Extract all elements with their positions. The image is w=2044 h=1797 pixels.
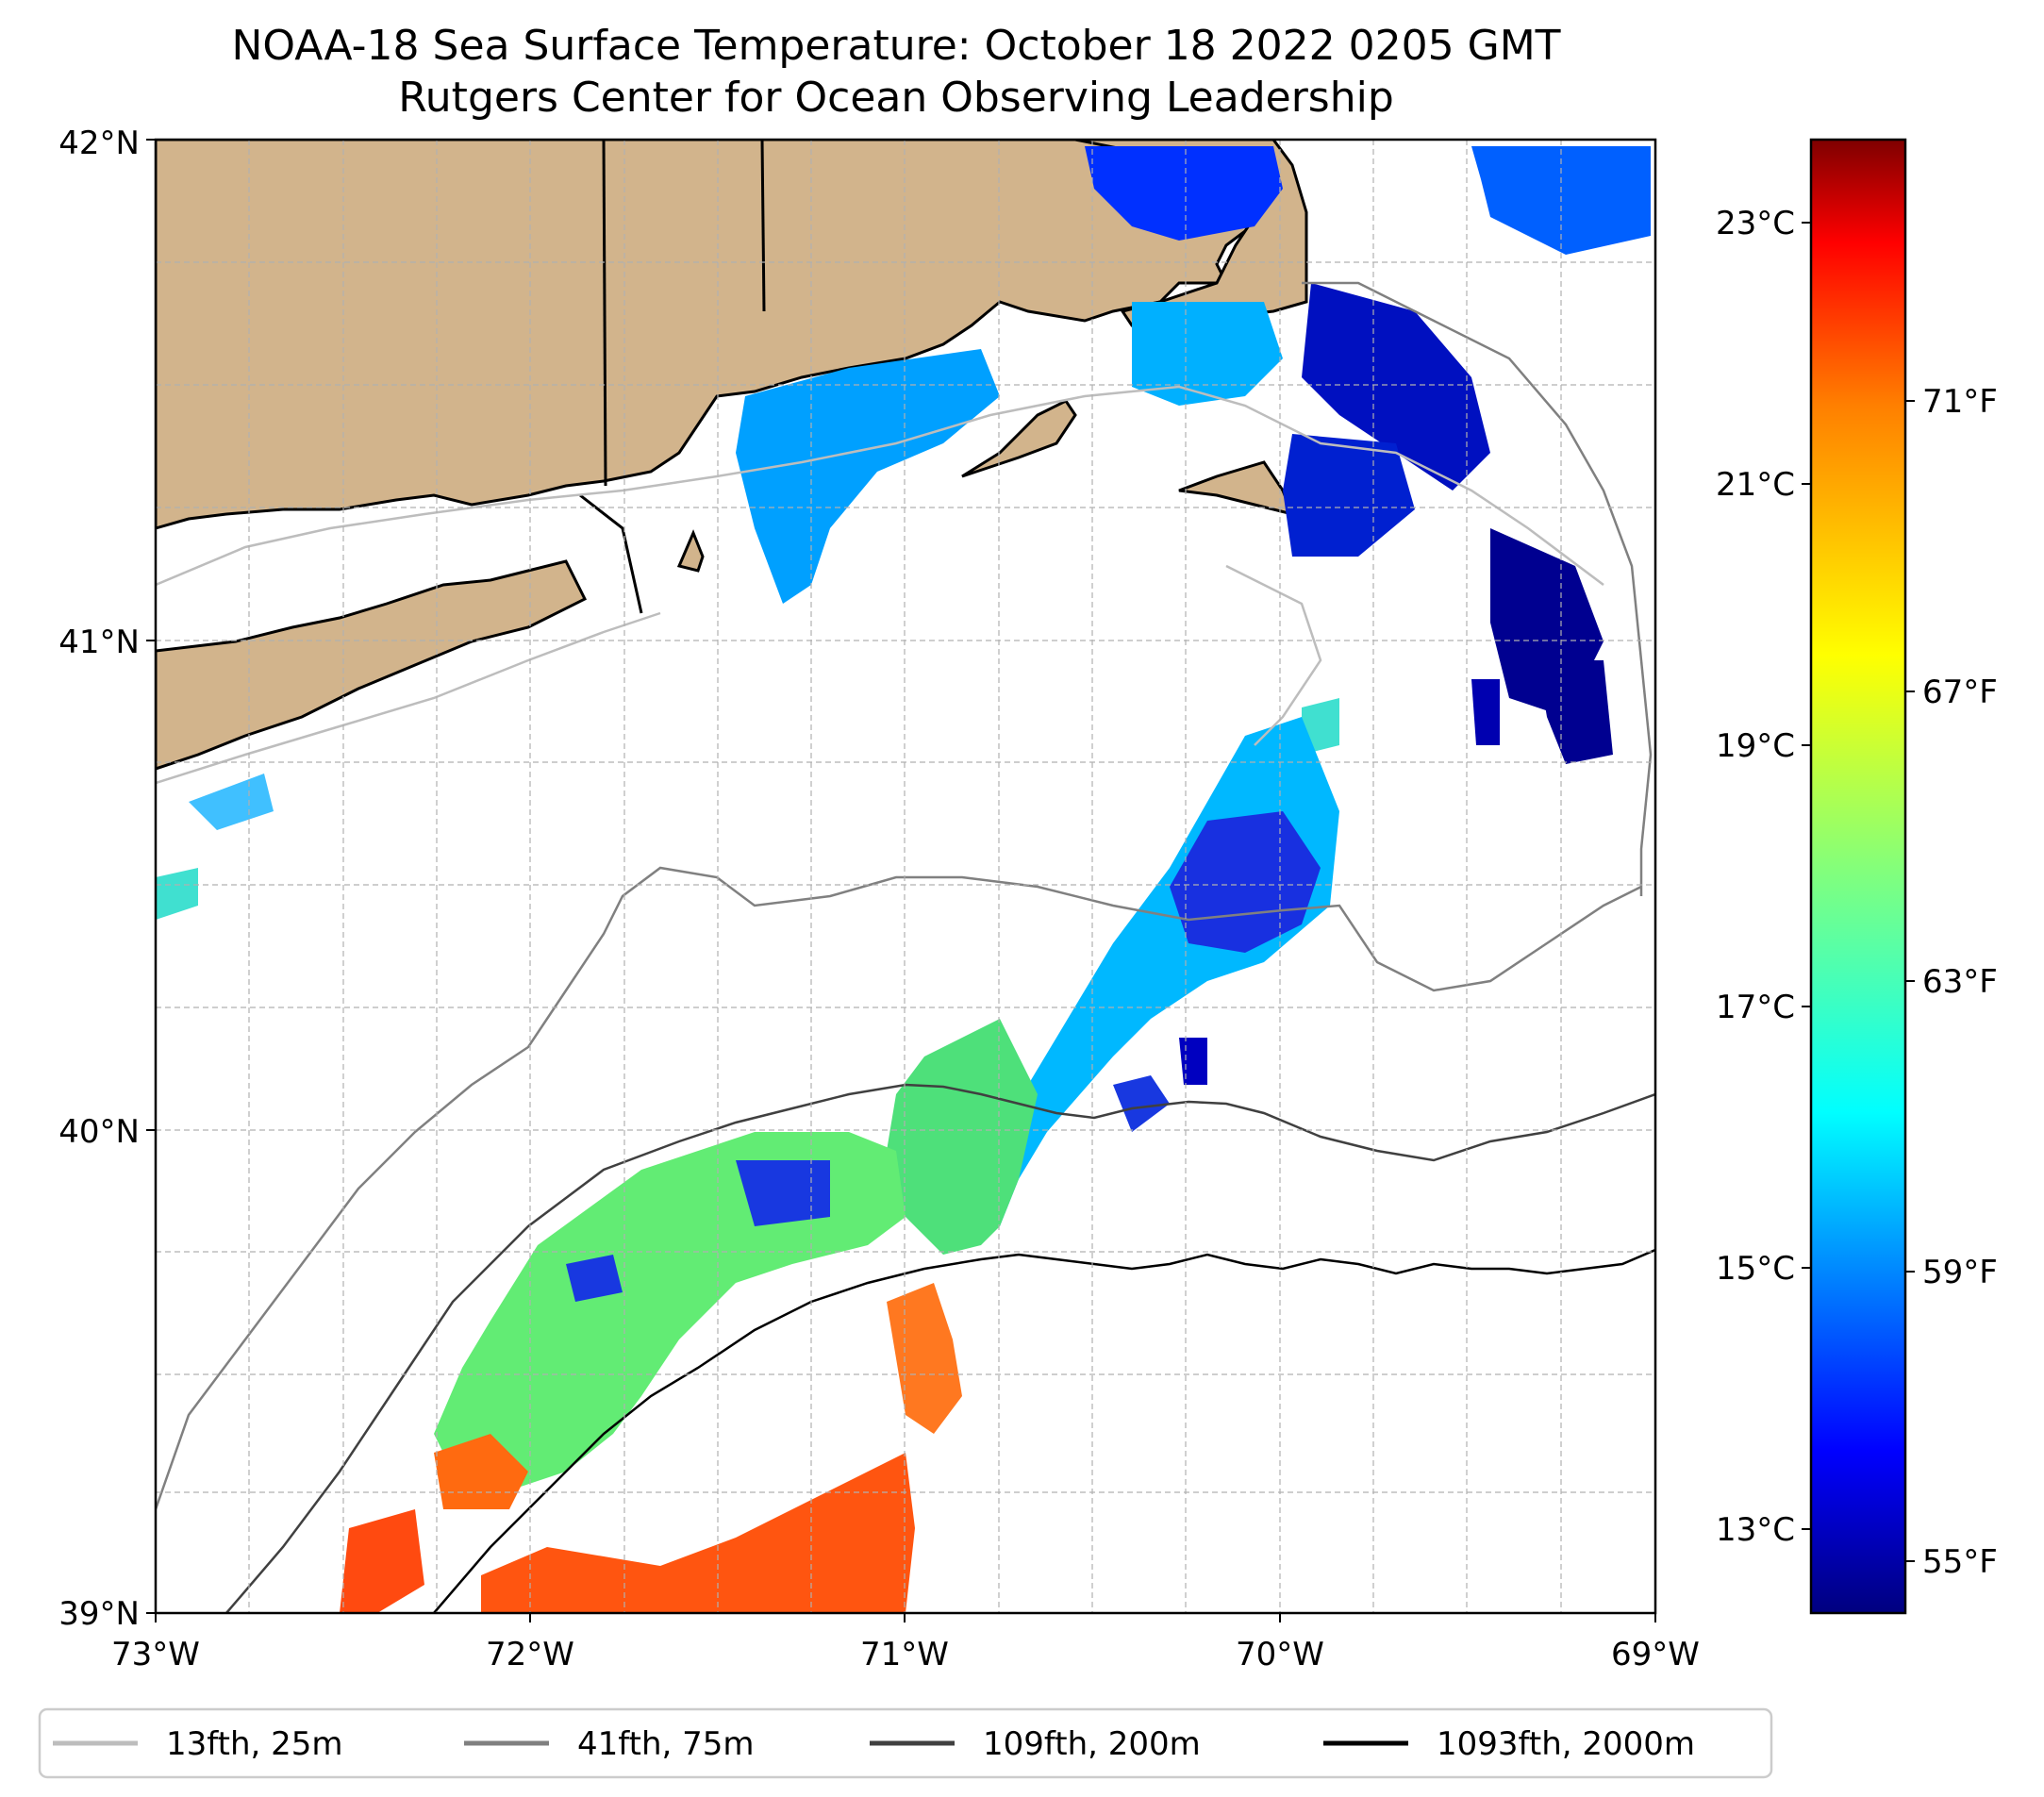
- bathymetry-75m: [156, 281, 1653, 1510]
- legend-label-75m: 41fth, 75m: [577, 1725, 755, 1763]
- cbar-f-59: 59°F: [1922, 1254, 1998, 1291]
- lon-label-69: 69°W: [1611, 1636, 1700, 1673]
- land-long-island: [156, 559, 588, 771]
- cbar-c-19: 19°C: [1716, 727, 1795, 765]
- lon-label-73: 73°W: [111, 1636, 200, 1673]
- cbar-f-67: 67°F: [1922, 674, 1998, 711]
- cbar-c-23: 23°C: [1716, 205, 1795, 242]
- land-marthas-vineyard: [961, 399, 1077, 478]
- cbar-c-17: 17°C: [1716, 989, 1795, 1026]
- map-gridlines: [156, 140, 1655, 1613]
- lon-label-72: 72°W: [486, 1636, 574, 1673]
- lat-label-42: 42°N: [58, 125, 140, 162]
- lat-label-40: 40°N: [58, 1113, 140, 1151]
- lat-label-39: 39°N: [58, 1595, 140, 1633]
- legend-label-2000m: 1093fth, 2000m: [1437, 1725, 1695, 1763]
- cbar-f-55: 55°F: [1922, 1543, 1998, 1581]
- land-block-island: [676, 529, 705, 573]
- cbar-c-21: 21°C: [1716, 466, 1795, 504]
- cbar-c-15: 15°C: [1716, 1250, 1795, 1288]
- bathymetry-25m: [156, 385, 1604, 785]
- lon-axis: [155, 1613, 1656, 1622]
- bathymetry-200m: [225, 1083, 1655, 1613]
- chart-subtitle: Rutgers Center for Ocean Observing Leade…: [398, 74, 1394, 122]
- legend-label-200m: 109fth, 200m: [983, 1725, 1201, 1763]
- cbar-c-13: 13°C: [1716, 1511, 1795, 1549]
- colorbar-ticks: [1802, 222, 1915, 1562]
- lon-label-70: 70°W: [1236, 1636, 1324, 1673]
- lon-label-71: 71°W: [860, 1636, 949, 1673]
- lat-label-41: 41°N: [58, 624, 140, 661]
- sst-data-layer: [156, 146, 1651, 1613]
- cbar-f-63: 63°F: [1922, 963, 1998, 1001]
- state-boundary-ct-ri: [602, 140, 607, 487]
- state-boundary-ny-ct: [579, 493, 643, 614]
- state-boundary-ri-ma: [760, 140, 766, 312]
- legend-label-25m: 13fth, 25m: [166, 1725, 343, 1763]
- lat-axis: [146, 139, 156, 1614]
- cbar-f-71: 71°F: [1922, 383, 1998, 421]
- colorbar: [1809, 138, 1907, 1615]
- chart-title: NOAA-18 Sea Surface Temperature: October…: [231, 22, 1561, 70]
- bathymetry-2000m: [433, 1248, 1655, 1613]
